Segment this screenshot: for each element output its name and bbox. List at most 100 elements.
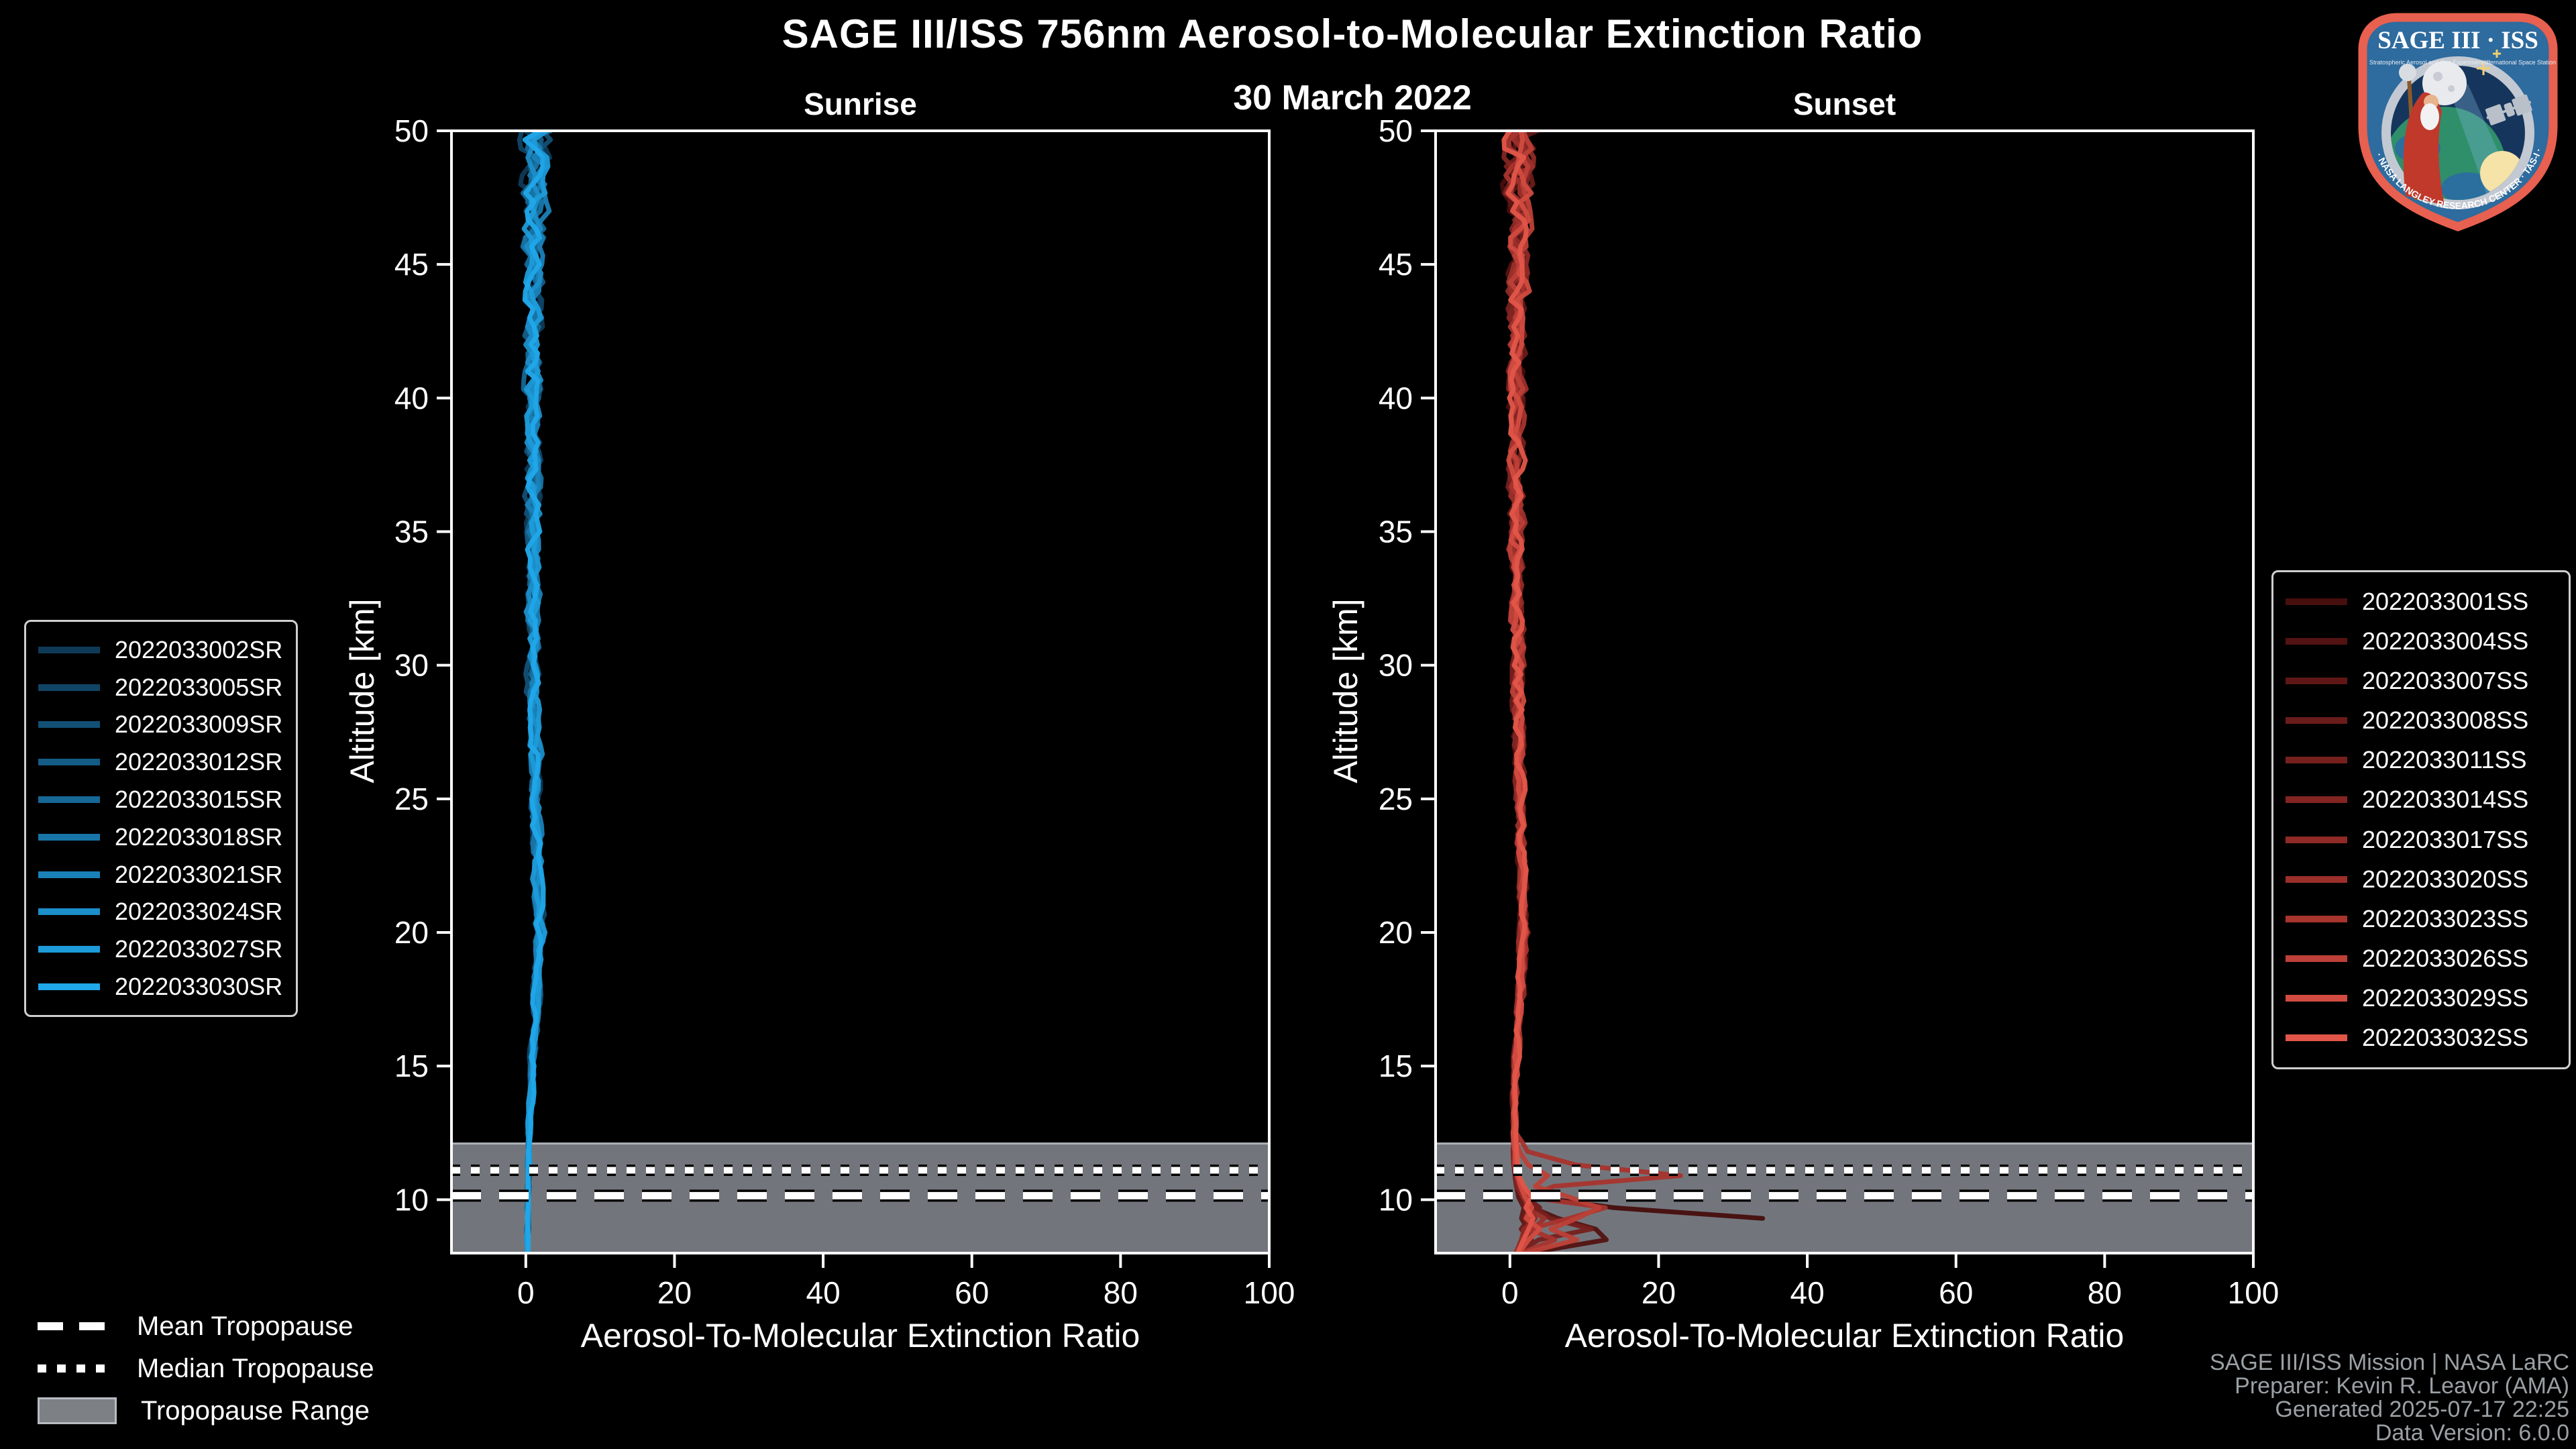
legend-label: 2022033008SS <box>2362 706 2529 735</box>
legend-line-icon <box>38 871 100 878</box>
legend-line-icon <box>38 796 100 804</box>
sunset-x-axis-label: Aerosol-To-Molecular Extinction Ratio <box>1564 1317 2125 1354</box>
legend-label: 2022033023SS <box>2362 904 2529 932</box>
x-tick-label: 80 <box>1104 1275 1138 1310</box>
sunrise-legend: 2022033002SR 2022033005SR 2022033009SR 2022… <box>24 620 298 1017</box>
legend-label: 2022033004SS <box>2362 627 2529 655</box>
legend-label: 2022033002SR <box>115 635 283 663</box>
legend-label: 2022033024SR <box>115 898 283 926</box>
y-tick-label: 45 <box>394 247 429 282</box>
x-tick-label: 100 <box>2228 1275 2279 1310</box>
legend-entry-2022033026SS: 2022033026SS <box>2286 945 2557 973</box>
legend-entry-2022033012SR: 2022033012SR <box>38 748 284 776</box>
plot-frame <box>450 129 1271 1254</box>
y-tick-label: 20 <box>394 915 429 950</box>
profile-line-2022033023SS <box>1503 131 1683 1253</box>
sunset-y-axis-label: Altitude [km] <box>1327 598 1364 784</box>
legend-entry-2022033018SR: 2022033018SR <box>38 823 284 851</box>
legend-line-icon <box>2286 995 2347 1002</box>
legend-label: 2022033014SS <box>2362 786 2529 814</box>
legend-label: 2022033011SS <box>2362 746 2527 774</box>
profile-line-2022033001SS <box>1499 131 1766 1221</box>
legend-entry-2022033032SS: 2022033032SS <box>2286 1024 2557 1052</box>
footer-data-version: Data Version: 6.0.0 <box>2375 1420 2569 1446</box>
iss-icon <box>2485 94 2532 125</box>
figure-icon <box>2399 64 2445 205</box>
x-tick-label: 60 <box>1939 1275 1973 1310</box>
x-tick-label: 40 <box>806 1275 841 1310</box>
logo-subtitle-right: International Space Station <box>2483 59 2556 66</box>
legend-entry-2022033004SS: 2022033004SS <box>2286 627 2557 655</box>
mean-tropopause-label: Mean Tropopause <box>137 1311 354 1341</box>
legend-line-icon <box>2286 598 2347 605</box>
legend-entry-2022033023SS: 2022033023SS <box>2286 905 2557 933</box>
footer-mission: SAGE III/ISS Mission | NASA LaRC <box>2209 1350 2569 1375</box>
y-tick-label: 40 <box>394 380 429 415</box>
moon-icon <box>2422 61 2467 105</box>
median-tropopause-legend-entry: Median Tropopause <box>38 1354 374 1383</box>
legend-line-icon <box>2286 796 2347 804</box>
legend-line-icon <box>38 646 100 653</box>
sunrise-x-axis-label: Aerosol-To-Molecular Extinction Ratio <box>580 1317 1140 1354</box>
footer-preparer: Preparer: Kevin R. Leavor (AMA) <box>2235 1373 2569 1399</box>
legend-entry-2022033009SR: 2022033009SR <box>38 710 284 739</box>
y-tick-label: 30 <box>394 648 429 683</box>
legend-line-icon <box>2286 717 2347 724</box>
legend-entry-2022033001SS: 2022033001SS <box>2286 588 2557 616</box>
y-tick-label: 15 <box>1379 1049 1413 1083</box>
y-tick-label: 10 <box>1379 1182 1413 1217</box>
legend-entry-2022033029SS: 2022033029SS <box>2286 984 2557 1012</box>
legend-line-icon <box>2286 757 2347 764</box>
sunrise-panel-title: Sunrise <box>804 87 917 121</box>
logo-subtitle-left: Stratospheric Aerosol and Gas Experiment… <box>2369 59 2490 66</box>
y-tick-label: 25 <box>1379 782 1413 816</box>
legend-entry-2022033020SS: 2022033020SS <box>2286 865 2557 894</box>
y-tick-label: 35 <box>394 515 429 549</box>
legend-line-icon <box>2286 637 2347 645</box>
y-tick-label: 25 <box>394 782 429 816</box>
y-tick-label: 45 <box>1379 247 1413 282</box>
profile-line-2022033032SS <box>1501 131 1536 1253</box>
star-icon <box>2477 50 2501 75</box>
sunrise-y-axis-label: Altitude [km] <box>343 598 381 784</box>
legend-entry-2022033015SR: 2022033015SR <box>38 786 284 814</box>
legend-label: 2022033017SS <box>2362 825 2529 853</box>
tropopause-range-legend-entry: Tropopause Range <box>38 1396 374 1426</box>
x-tick-label: 0 <box>1501 1275 1519 1310</box>
legend-entry-2022033002SR: 2022033002SR <box>38 636 284 664</box>
legend-line-icon <box>38 908 100 916</box>
legend-label: 2022033030SR <box>115 973 283 1001</box>
y-tick-label: 40 <box>1379 380 1413 415</box>
legend-entry-2022033007SS: 2022033007SS <box>2286 667 2557 695</box>
x-tick-label: 100 <box>1244 1275 1295 1310</box>
moon-crater <box>2433 72 2443 81</box>
legend-entry-2022033030SR: 2022033030SR <box>38 973 284 1001</box>
legend-line-icon <box>2286 915 2347 922</box>
legend-label: 2022033032SS <box>2362 1024 2529 1052</box>
y-tick-label: 20 <box>1379 915 1413 950</box>
sage-iii-iss-logo: SAGE III · ISS Stratospheric Aerosol and… <box>2344 4 2558 231</box>
attribution-footer: SAGE III/ISS Mission | NASA LaRC Prepare… <box>2210 1351 2569 1445</box>
legend-line-icon <box>2286 875 2347 883</box>
legend-label: 2022033020SS <box>2362 865 2529 893</box>
footer-generated: Generated 2025-07-17 22:25 <box>2275 1397 2569 1422</box>
x-tick-label: 20 <box>657 1275 692 1310</box>
dotted-line-icon <box>38 1364 113 1373</box>
legend-entry-2022033021SR: 2022033021SR <box>38 861 284 889</box>
legend-label: 2022033027SR <box>115 935 283 963</box>
legend-line-icon <box>38 721 100 729</box>
legend-line-icon <box>2286 1034 2347 1042</box>
legend-label: 2022033012SR <box>115 748 283 776</box>
legend-label: 2022033009SR <box>115 710 283 739</box>
legend-line-icon <box>2286 836 2347 843</box>
y-tick-label: 15 <box>394 1049 429 1083</box>
y-tick-label: 50 <box>1379 113 1413 148</box>
x-tick-label: 40 <box>1790 1275 1825 1310</box>
figure-date: 30 March 2022 <box>1233 78 1472 117</box>
moon-crater <box>2448 85 2455 92</box>
y-tick-label: 30 <box>1379 648 1413 683</box>
gray-band-icon <box>38 1397 117 1424</box>
legend-line-icon <box>38 759 100 766</box>
